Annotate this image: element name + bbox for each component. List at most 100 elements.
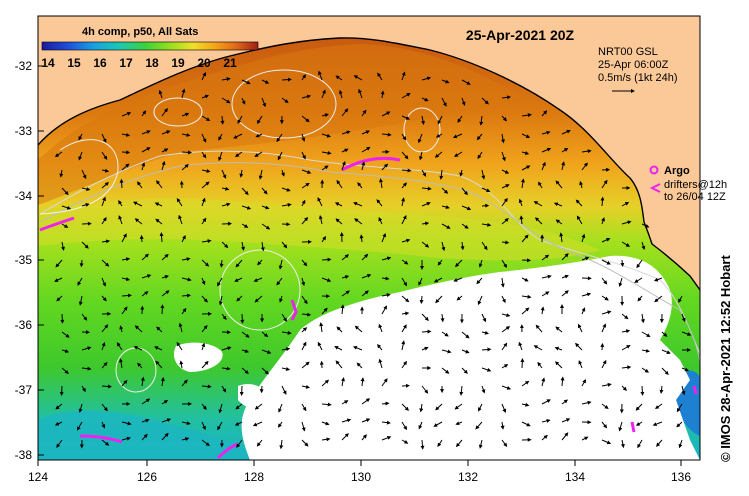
current-arrow	[281, 202, 292, 207]
current-arrow	[319, 322, 324, 333]
current-arrow	[421, 115, 425, 125]
current-arrow	[81, 385, 86, 393]
current-arrow	[281, 187, 291, 192]
argo-float-icon	[649, 165, 659, 175]
colorbar-tick: 18	[145, 56, 159, 70]
current-arrow	[221, 77, 231, 82]
current-arrow	[381, 132, 392, 137]
current-arrow	[181, 235, 186, 243]
current-arrow	[101, 181, 109, 189]
current-arrow	[218, 403, 223, 414]
current-arrow	[421, 186, 432, 191]
current-arrow	[234, 277, 243, 282]
current-arrow	[159, 232, 164, 243]
current-arrow	[140, 376, 145, 387]
current-arrow	[381, 305, 387, 315]
current-arrow	[361, 146, 371, 153]
current-arrow	[101, 439, 110, 446]
current-arrow	[659, 385, 664, 394]
current-arrow	[377, 344, 383, 351]
current-arrow	[500, 277, 505, 288]
current-arrow	[478, 403, 483, 412]
current-arrow	[421, 241, 430, 248]
current-arrow	[101, 133, 107, 143]
current-arrow	[301, 151, 306, 160]
current-arrow	[176, 341, 183, 351]
current-arrow	[301, 312, 312, 317]
current-arrow	[78, 151, 83, 161]
current-arrow	[301, 327, 308, 333]
current-arrow	[634, 277, 643, 283]
current-arrow	[301, 199, 306, 207]
current-arrow	[281, 347, 291, 352]
current-arrow	[452, 133, 463, 139]
current-arrow	[279, 295, 283, 303]
current-arrow	[621, 313, 629, 320]
current-arrow	[521, 234, 529, 243]
current-arrow	[201, 360, 209, 369]
current-arrow	[221, 202, 231, 207]
current-arrow	[381, 293, 391, 298]
current-arrow	[54, 151, 63, 158]
current-arrow	[121, 436, 131, 441]
current-arrow	[481, 313, 487, 323]
isotherm	[39, 139, 119, 215]
current-arrow	[341, 377, 345, 387]
current-arrow	[121, 379, 128, 387]
current-arrow	[641, 223, 650, 228]
argo-label: Argo	[664, 165, 690, 177]
current-arrow	[401, 71, 406, 81]
current-arrow	[461, 79, 471, 85]
current-arrow	[236, 439, 243, 448]
current-arrow	[601, 217, 605, 225]
current-arrow	[560, 376, 565, 387]
current-arrow	[533, 345, 543, 351]
current-arrow	[621, 344, 631, 351]
current-arrow	[575, 199, 583, 207]
current-arrow	[277, 421, 283, 428]
current-arrow	[241, 79, 251, 85]
current-arrow	[401, 182, 407, 189]
current-arrow	[59, 169, 64, 178]
current-arrow	[201, 259, 210, 267]
x-tick-label: 134	[565, 470, 585, 484]
current-arrow	[81, 346, 92, 351]
current-arrow	[201, 384, 212, 389]
current-arrow	[477, 151, 483, 160]
current-arrow	[476, 133, 483, 141]
current-arrow	[601, 277, 608, 285]
current-arrow	[501, 169, 510, 174]
current-arrow	[154, 202, 163, 207]
current-arrow	[139, 234, 144, 243]
current-arrow	[541, 147, 552, 153]
current-arrow	[341, 254, 349, 261]
current-arrow	[459, 169, 464, 177]
current-arrow	[437, 439, 443, 448]
current-arrow	[54, 277, 63, 282]
current-arrow	[401, 360, 407, 369]
current-arrow	[281, 366, 291, 371]
cloud-mask	[173, 342, 223, 372]
current-arrow	[161, 275, 169, 279]
warm-water	[38, 44, 520, 205]
current-arrow	[561, 161, 566, 171]
current-arrow	[641, 367, 650, 373]
current-arrow	[621, 365, 632, 370]
current-arrow	[501, 326, 511, 333]
current-arrow	[501, 133, 505, 144]
current-arrow	[401, 151, 409, 160]
current-arrow	[121, 111, 132, 117]
current-arrow	[101, 196, 106, 207]
current-arrow	[421, 169, 427, 177]
current-arrow	[235, 259, 243, 268]
current-arrow	[121, 150, 131, 155]
x-axis: 124 126 128 130 132 134 136	[28, 460, 691, 484]
colorbar-tick: 15	[67, 56, 81, 70]
current-arrow	[353, 201, 363, 207]
current-arrow	[181, 112, 190, 117]
current-arrow	[118, 200, 123, 207]
current-arrow	[141, 398, 151, 405]
current-arrow	[321, 307, 328, 315]
colorbar-tick: 16	[93, 56, 107, 70]
coastline	[38, 37, 700, 291]
